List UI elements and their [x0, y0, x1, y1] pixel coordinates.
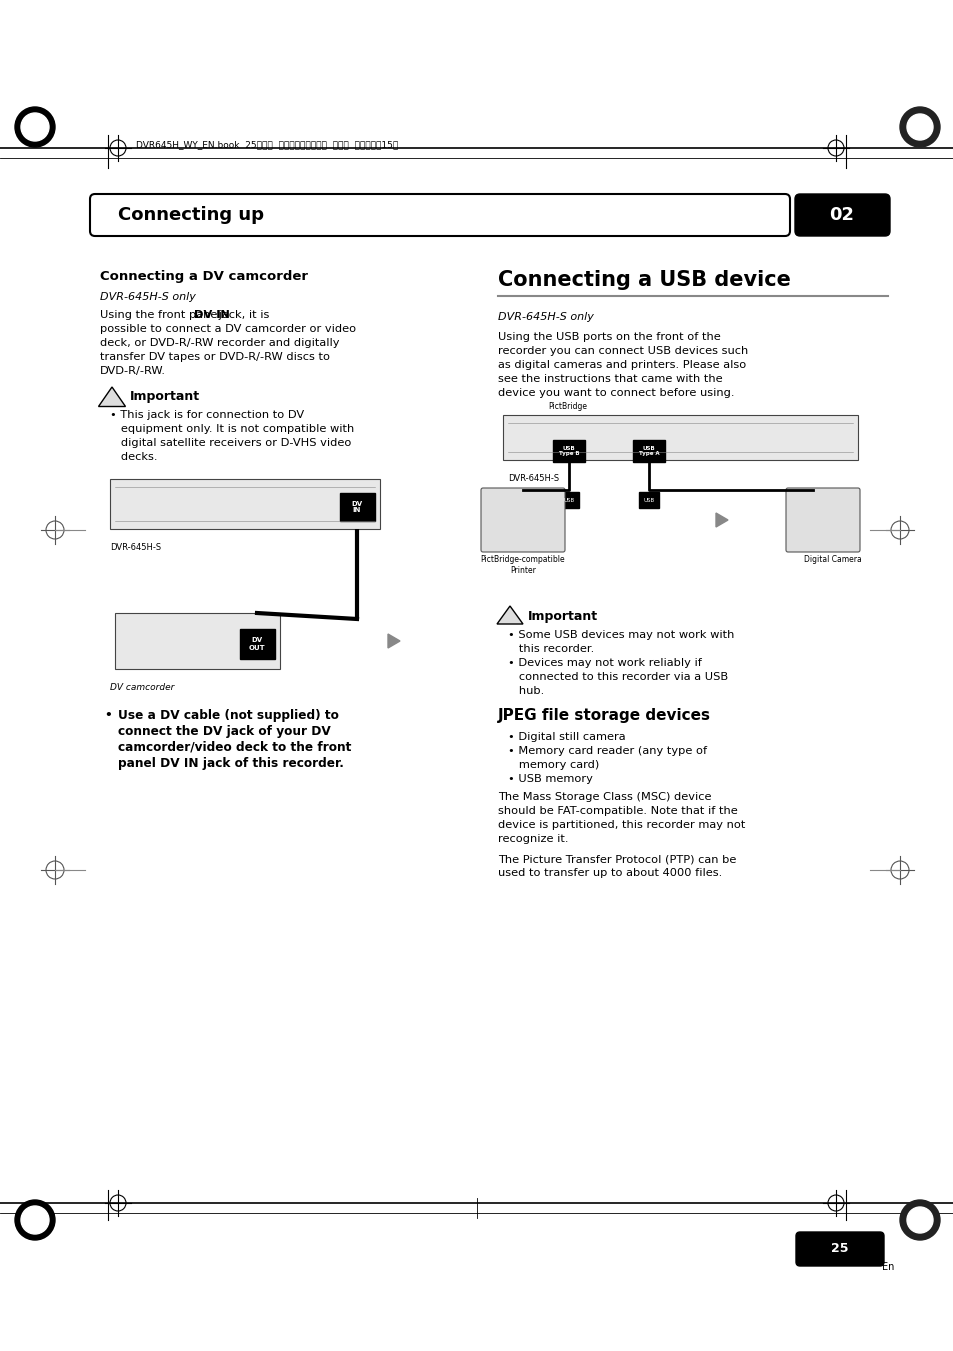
Text: deck, or DVD-R/-RW recorder and digitally: deck, or DVD-R/-RW recorder and digitall… — [100, 338, 339, 349]
Text: connect the DV jack of your DV: connect the DV jack of your DV — [118, 725, 331, 738]
Text: •: • — [105, 709, 117, 721]
Text: DVR-645H-S only: DVR-645H-S only — [497, 312, 594, 322]
Text: JPEG file storage devices: JPEG file storage devices — [497, 708, 710, 723]
FancyBboxPatch shape — [339, 493, 375, 521]
FancyBboxPatch shape — [480, 488, 564, 553]
Text: En: En — [882, 1262, 893, 1273]
Text: The Mass Storage Class (MSC) device: The Mass Storage Class (MSC) device — [497, 792, 711, 802]
Circle shape — [15, 107, 55, 147]
Text: DVR645H_WY_EN.book  25ページ  ２００６年７月５日  水曜日  午前１０時15分: DVR645H_WY_EN.book 25ページ ２００６年７月５日 水曜日 午… — [136, 141, 397, 150]
Text: panel DV IN jack of this recorder.: panel DV IN jack of this recorder. — [118, 757, 343, 770]
Circle shape — [15, 1200, 55, 1240]
Text: transfer DV tapes or DVD-R/-RW discs to: transfer DV tapes or DVD-R/-RW discs to — [100, 353, 330, 362]
Text: !: ! — [110, 389, 114, 400]
Text: 02: 02 — [828, 205, 854, 224]
Text: Important: Important — [130, 390, 200, 403]
Text: • Some USB devices may not work with: • Some USB devices may not work with — [507, 630, 734, 640]
Text: • USB memory: • USB memory — [507, 774, 592, 784]
Text: DV camcorder: DV camcorder — [110, 684, 174, 692]
Text: recognize it.: recognize it. — [497, 834, 568, 844]
Text: decks.: decks. — [110, 453, 157, 462]
Text: memory card): memory card) — [507, 761, 598, 770]
Text: Connecting a USB device: Connecting a USB device — [497, 270, 790, 290]
Text: see the instructions that came with the: see the instructions that came with the — [497, 374, 721, 384]
Text: !: ! — [507, 608, 512, 617]
Text: • Devices may not work reliably if: • Devices may not work reliably if — [507, 658, 701, 667]
Text: DV
OUT: DV OUT — [249, 638, 265, 650]
FancyBboxPatch shape — [785, 488, 859, 553]
Text: used to transfer up to about 4000 files.: used to transfer up to about 4000 files. — [497, 867, 721, 878]
Text: hub.: hub. — [507, 686, 543, 696]
FancyBboxPatch shape — [90, 195, 789, 236]
FancyBboxPatch shape — [115, 613, 280, 669]
Text: jack, it is: jack, it is — [215, 309, 269, 320]
Circle shape — [906, 1206, 932, 1233]
Text: Printer: Printer — [510, 566, 536, 576]
Text: as digital cameras and printers. Please also: as digital cameras and printers. Please … — [497, 359, 745, 370]
Text: should be FAT-compatible. Note that if the: should be FAT-compatible. Note that if t… — [497, 807, 737, 816]
Text: Using the front panel: Using the front panel — [100, 309, 224, 320]
Text: • Memory card reader (any type of: • Memory card reader (any type of — [507, 746, 706, 757]
Text: digital satellite receivers or D-VHS video: digital satellite receivers or D-VHS vid… — [110, 438, 351, 449]
Text: device you want to connect before using.: device you want to connect before using. — [497, 388, 734, 399]
Text: DV
IN: DV IN — [351, 500, 362, 513]
Text: DVD-R/-RW.: DVD-R/-RW. — [100, 366, 166, 376]
Text: DVR-645H-S only: DVR-645H-S only — [100, 292, 195, 303]
Text: The Picture Transfer Protocol (PTP) can be: The Picture Transfer Protocol (PTP) can … — [497, 854, 736, 865]
Text: Connecting a DV camcorder: Connecting a DV camcorder — [100, 270, 308, 282]
Circle shape — [899, 1200, 939, 1240]
Text: Use a DV cable (not supplied) to: Use a DV cable (not supplied) to — [118, 709, 338, 721]
Text: • This jack is for connection to DV: • This jack is for connection to DV — [110, 409, 304, 420]
Text: Connecting up: Connecting up — [118, 205, 264, 224]
FancyBboxPatch shape — [240, 630, 274, 659]
FancyBboxPatch shape — [794, 195, 889, 236]
Text: PictBridge: PictBridge — [548, 403, 587, 411]
Text: DV IN: DV IN — [193, 309, 230, 320]
Circle shape — [899, 107, 939, 147]
Text: possible to connect a DV camcorder or video: possible to connect a DV camcorder or vi… — [100, 324, 355, 334]
Polygon shape — [388, 634, 399, 648]
Text: recorder you can connect USB devices such: recorder you can connect USB devices suc… — [497, 346, 747, 357]
Circle shape — [906, 113, 932, 141]
Text: Digital Camera: Digital Camera — [803, 555, 861, 563]
Text: equipment only. It is not compatible with: equipment only. It is not compatible wit… — [110, 424, 354, 434]
Text: USB
Type B: USB Type B — [558, 446, 578, 457]
Polygon shape — [497, 607, 522, 624]
Polygon shape — [98, 386, 126, 407]
Text: USB: USB — [563, 497, 574, 503]
FancyBboxPatch shape — [110, 480, 379, 530]
Text: device is partitioned, this recorder may not: device is partitioned, this recorder may… — [497, 820, 744, 830]
Circle shape — [21, 113, 49, 141]
Text: DVR-645H-S: DVR-645H-S — [507, 474, 558, 484]
Text: Using the USB ports on the front of the: Using the USB ports on the front of the — [497, 332, 720, 342]
Text: • Digital still camera: • Digital still camera — [507, 732, 625, 742]
Polygon shape — [716, 513, 727, 527]
FancyBboxPatch shape — [639, 492, 659, 508]
Text: 25: 25 — [830, 1243, 848, 1255]
Text: connected to this recorder via a USB: connected to this recorder via a USB — [507, 671, 727, 682]
Text: USB
Type A: USB Type A — [638, 446, 659, 457]
Text: PictBridge-compatible: PictBridge-compatible — [480, 555, 565, 563]
Text: camcorder/video deck to the front: camcorder/video deck to the front — [118, 740, 351, 754]
Text: Important: Important — [527, 611, 598, 623]
FancyBboxPatch shape — [795, 1232, 883, 1266]
FancyBboxPatch shape — [502, 415, 857, 459]
Text: DVR-645H-S: DVR-645H-S — [110, 543, 161, 553]
FancyBboxPatch shape — [558, 492, 578, 508]
FancyBboxPatch shape — [633, 440, 664, 462]
FancyBboxPatch shape — [553, 440, 584, 462]
Text: USB: USB — [642, 497, 654, 503]
Circle shape — [21, 1206, 49, 1233]
Text: this recorder.: this recorder. — [507, 644, 594, 654]
